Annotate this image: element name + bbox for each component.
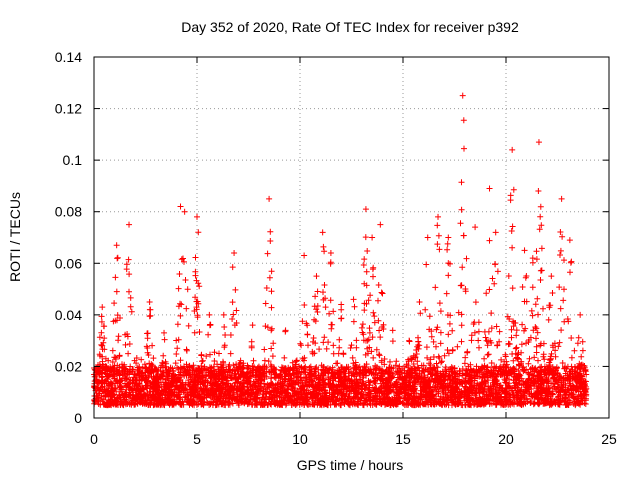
peak-point [161,329,168,336]
peak-point [377,221,384,228]
peak-point [181,208,188,215]
y-axis-label: ROTI / TECUs [7,192,23,282]
peak-point [301,252,308,259]
peak-point [389,327,396,334]
axis-ticks [93,56,610,419]
y-tick-labels: 0 0.02 0.04 0.06 0.08 0.1 0.12 0.14 [55,49,82,426]
y-tick-label: 0.14 [55,49,82,65]
peak-point [231,249,238,256]
x-tick-label: 5 [193,431,201,447]
peak-point [577,311,584,318]
peak-point [338,301,345,308]
peak-point [313,273,320,280]
peak-point [566,237,573,244]
y-tick-label: 0.04 [55,307,82,323]
peak-point [406,337,413,344]
peak-point [266,195,273,202]
peak-point [99,304,106,311]
peak-point [327,249,334,256]
peak-point [521,247,528,254]
x-tick-label: 15 [395,431,411,447]
chart-title: Day 352 of 2020, Rate Of TEC Index for r… [181,19,519,35]
x-tick-labels: 0 5 10 15 20 25 [90,431,617,447]
y-tick-label: 0 [74,410,82,426]
peak-point [558,195,565,202]
peak-point [126,221,133,228]
x-tick-label: 0 [90,431,98,447]
peak-point [509,146,516,153]
peak-point [177,203,184,210]
peak-point [220,311,227,318]
y-tick-label: 0.1 [63,152,83,168]
y-tick-label: 0.12 [55,101,82,117]
peak-point [435,213,442,220]
scatter-cloud [91,117,590,409]
y-tick-label: 0.02 [55,358,82,374]
x-tick-label: 25 [601,431,617,447]
peak-point [535,139,542,146]
x-tick-label: 20 [498,431,514,447]
grid-lines [94,57,609,418]
peak-point [194,213,200,220]
peak-point [424,234,431,241]
x-tick-label: 10 [292,431,308,447]
peak-point [113,242,120,249]
peak-point [319,229,326,236]
data-points [91,92,590,409]
peak-point [445,234,452,241]
peak-point [282,327,289,334]
peak-point [548,273,555,280]
peak-point [206,311,213,318]
peak-point [529,255,536,262]
y-tick-label: 0.08 [55,204,82,220]
peak-point [362,206,369,213]
peak-point [350,296,357,303]
x-axis-label: GPS time / hours [297,457,404,473]
peak-point [416,298,423,305]
plot-frame [93,56,610,419]
peak-point [459,92,466,99]
peak-point [472,224,479,231]
peak-point [249,322,256,329]
peak-point [486,185,493,192]
peak-point [369,234,376,241]
peak-point [492,229,499,236]
y-tick-label: 0.06 [55,255,82,271]
peak-point [146,298,153,305]
